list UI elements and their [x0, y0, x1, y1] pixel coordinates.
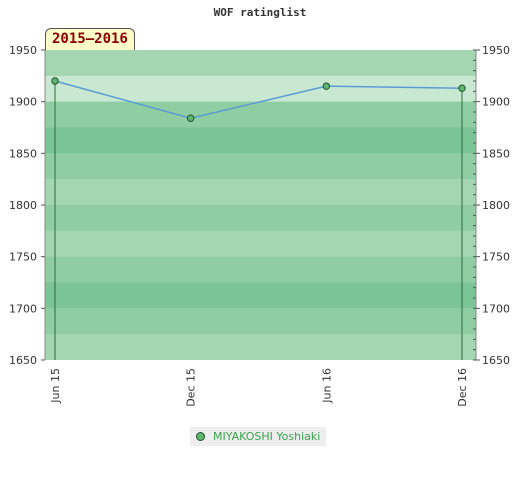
series-layer: [51, 77, 466, 360]
left-tick-label: 1700: [9, 302, 37, 315]
right-tick-label: 1650: [482, 354, 510, 367]
left-y-axis: 1650 1700 1750 1800 1850 1900 1950: [9, 44, 45, 367]
left-tick-label: 1750: [9, 251, 37, 264]
series-line: [54, 80, 463, 119]
right-tick-label: 1700: [482, 302, 510, 315]
left-tick-label: 1850: [9, 147, 37, 160]
band: [45, 101, 476, 128]
legend-series-label: MIYAKOSHI Yoshiaki: [213, 430, 321, 443]
band: [45, 230, 476, 257]
left-tick-label: 1650: [9, 354, 37, 367]
data-point: [458, 84, 466, 92]
band: [45, 127, 476, 154]
x-tick-label: Jun 16: [320, 368, 333, 404]
x-axis: Jun 15 Dec 15 Jun 16 Dec 16: [49, 368, 469, 407]
right-tick-label: 1800: [482, 199, 510, 212]
legend[interactable]: MIYAKOSHI Yoshiaki: [190, 427, 327, 446]
x-tick-label: Dec 16: [456, 368, 469, 407]
season-label: 2015–2016: [45, 28, 135, 50]
band: [45, 256, 476, 283]
band: [45, 282, 476, 309]
band: [45, 179, 476, 205]
right-tick-label: 1950: [482, 44, 510, 57]
data-point: [186, 114, 195, 122]
left-tick-label: 1800: [9, 199, 37, 212]
right-tick-label: 1850: [482, 147, 510, 160]
band: [45, 334, 476, 360]
left-tick-label: 1950: [9, 44, 37, 57]
band: [45, 50, 476, 76]
legend-marker-icon: [196, 432, 205, 441]
x-tick-label: Jun 15: [49, 368, 62, 404]
data-point: [322, 82, 331, 90]
right-tick-label: 1900: [482, 96, 510, 109]
band: [45, 205, 476, 231]
band: [45, 308, 476, 335]
band: [45, 153, 476, 180]
band: [45, 75, 476, 102]
right-y-axis: 1650 1700 1750 1800 1850 1900 1950: [473, 44, 510, 367]
chart-title: WOF ratinglist: [214, 6, 307, 19]
x-tick-label: Dec 15: [185, 368, 198, 407]
right-tick-label: 1750: [482, 251, 510, 264]
left-tick-label: 1900: [9, 96, 37, 109]
data-point: [51, 77, 59, 85]
